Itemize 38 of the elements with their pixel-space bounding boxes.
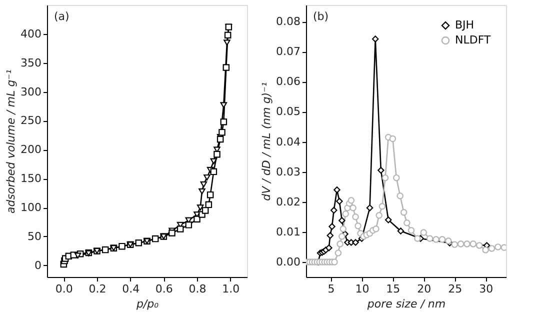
x-axis-title: p/p₀ bbox=[135, 298, 160, 310]
x-tick-label: 0.2 bbox=[88, 282, 106, 296]
y-tick-label: 0 bbox=[34, 258, 42, 272]
y-tick-label: 250 bbox=[20, 114, 42, 128]
legend-label: BJH bbox=[455, 18, 474, 32]
x-tick-label: 15 bbox=[386, 282, 400, 296]
legend-label: NLDFT bbox=[455, 34, 491, 46]
x-tick-label: 0.6 bbox=[155, 282, 173, 296]
x-tick-label: 0.0 bbox=[55, 282, 73, 296]
x-tick-label: 10 bbox=[355, 282, 370, 296]
y-axis-title: dV / dD / mL (nm g)⁻¹ bbox=[260, 82, 274, 201]
y-tick-label: 0.05 bbox=[276, 105, 300, 118]
y-tick-label: 0.08 bbox=[276, 15, 300, 28]
y-axis-title: adsorbed volume / mL g⁻¹ bbox=[4, 70, 18, 214]
x-axis-title: pore size / nm bbox=[366, 298, 446, 310]
y-tick-label: 0.07 bbox=[276, 45, 300, 58]
x-tick-label: 1.0 bbox=[222, 282, 240, 296]
y-tick-label: 400 bbox=[20, 27, 42, 40]
annotation: (b) bbox=[313, 10, 329, 23]
x-tick-label: 25 bbox=[448, 282, 462, 296]
y-tick-label: 50 bbox=[28, 230, 42, 243]
y-tick-label: 0.03 bbox=[276, 165, 300, 178]
y-tick-label: 200 bbox=[20, 143, 42, 156]
y-tick-label: 0.04 bbox=[276, 135, 300, 148]
y-tick-label: 0.01 bbox=[276, 225, 300, 238]
y-tick-label: 350 bbox=[20, 56, 42, 70]
y-tick-label: 0.00 bbox=[276, 255, 300, 268]
x-tick-label: 30 bbox=[479, 282, 494, 296]
y-tick-label: 0.02 bbox=[276, 195, 300, 208]
x-tick-label: 0.4 bbox=[122, 282, 140, 296]
x-tick-label: 5 bbox=[328, 282, 335, 296]
y-tick-label: 150 bbox=[20, 172, 42, 186]
y-tick-label: 0.06 bbox=[276, 75, 300, 88]
x-tick-label: 0.8 bbox=[188, 282, 206, 296]
y-tick-label: 100 bbox=[20, 201, 42, 214]
y-tick-label: 300 bbox=[20, 85, 42, 98]
x-tick-label: 20 bbox=[417, 282, 432, 296]
annotation: (a) bbox=[54, 10, 70, 23]
